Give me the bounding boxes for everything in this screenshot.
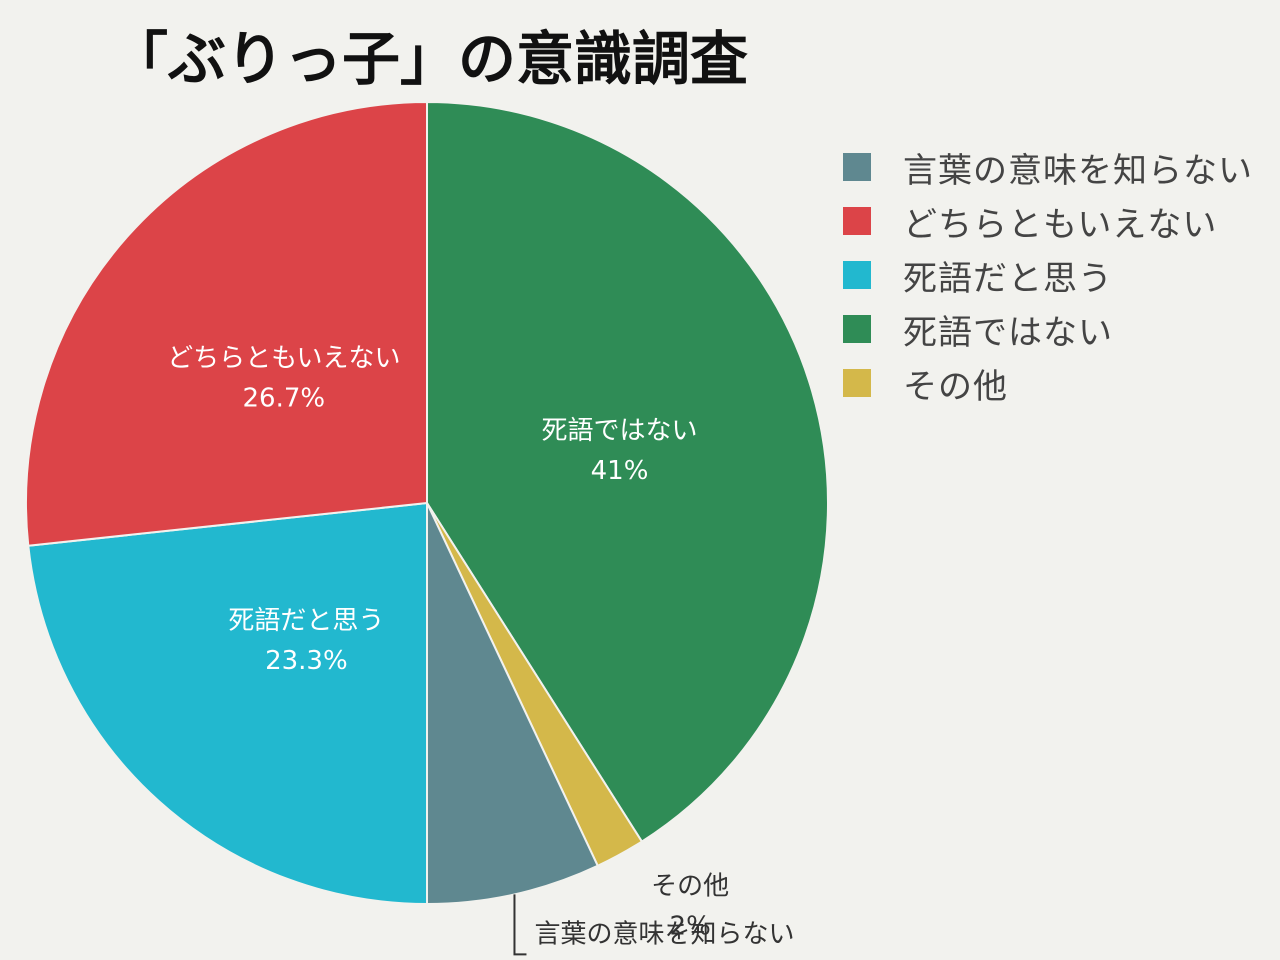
legend: 言葉の意味を知らない どちらともいえない 死語だと思う 死語ではない その他: [843, 140, 1253, 410]
slice-label-value: 41%: [591, 456, 649, 486]
slice-label-value: 2%: [670, 911, 711, 941]
legend-item[interactable]: その他: [843, 356, 1253, 410]
pie-slice[interactable]: [25, 100, 428, 547]
legend-swatch: [843, 153, 871, 181]
legend-item[interactable]: どちらともいえない: [843, 194, 1253, 248]
legend-item[interactable]: 死語だと思う: [843, 248, 1253, 302]
legend-label: どちらともいえない: [903, 204, 1218, 245]
chart-title: 「ぶりっ子」の意識調査: [110, 25, 749, 93]
slice-label-value: 26.7%: [243, 383, 326, 413]
slice-label-value: 23.3%: [265, 646, 348, 676]
slice-label-name: どちらともいえない: [167, 343, 400, 373]
leader-line: [513, 894, 527, 956]
legend-swatch: [843, 207, 871, 235]
legend-label: 死語だと思う: [903, 258, 1113, 299]
legend-label: その他: [903, 366, 1008, 407]
legend-swatch: [843, 261, 871, 289]
legend-label: 死語ではない: [903, 312, 1113, 353]
pie-slice[interactable]: [27, 501, 428, 906]
slice-label-name: その他: [651, 871, 729, 901]
slice-label-name: 死語ではない: [542, 416, 698, 446]
legend-swatch: [843, 315, 871, 343]
slice-label-name: 言葉の意味を知らない: [534, 919, 794, 949]
legend-swatch: [843, 369, 871, 397]
slice-label-name: 死語だと思う: [228, 606, 384, 636]
legend-item[interactable]: 死語ではない: [843, 302, 1253, 356]
pie-slice[interactable]: [426, 502, 600, 906]
legend-label: 言葉の意味を知らない: [903, 150, 1253, 191]
pie-slice[interactable]: [426, 100, 829, 843]
legend-item[interactable]: 言葉の意味を知らない: [843, 140, 1253, 194]
